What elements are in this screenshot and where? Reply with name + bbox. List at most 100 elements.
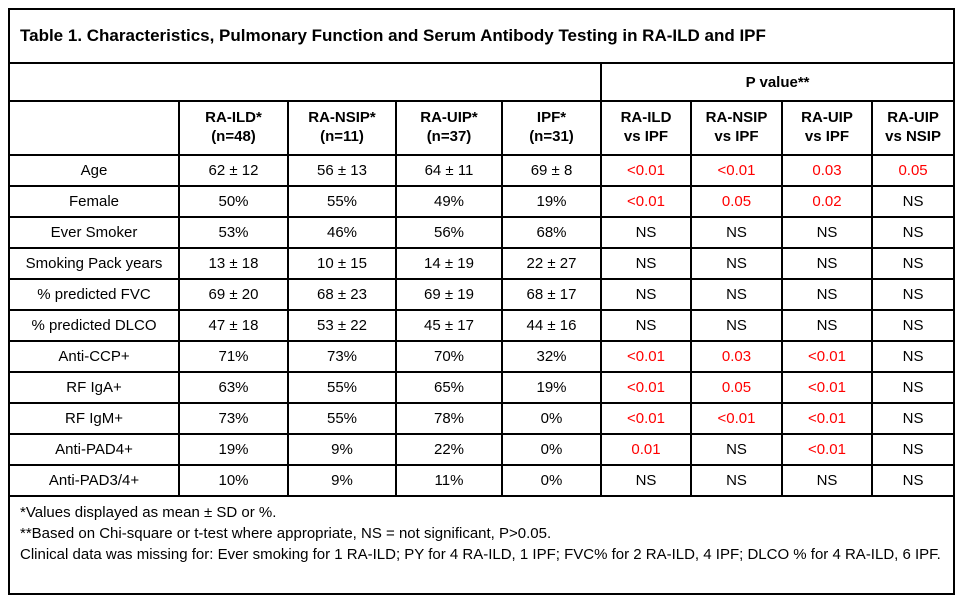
p-value-cell: NS [870,340,956,373]
table-row-pct-predicted-dlco: % predicted DLCO 47 ± 18 53 ± 22 45 ± 17… [8,309,956,342]
column-n: (n=48) [211,128,256,145]
value-cell: 55% [287,185,397,218]
p-value-cell: <0.01 [781,402,873,435]
row-label: Age [8,154,180,187]
p-value-cell: 0.05 [690,371,783,404]
p-value-cell: 0.05 [870,154,956,187]
footnote-statistics: **Based on Chi-square or t-test where ap… [20,525,552,542]
row-label: Female [8,185,180,218]
p-value-cell: NS [600,216,692,249]
value-cell: 55% [287,402,397,435]
column-name: RA-NSIP [705,109,768,127]
column-header-rauip-vs-ipf: RA-UIP vs IPF [781,100,873,156]
value-cell: 56% [395,216,503,249]
table-row-pct-predicted-fvc: % predicted FVC 69 ± 20 68 ± 23 69 ± 19 … [8,278,956,311]
row-label: RF IgM+ [8,402,180,435]
value-cell: 9% [287,464,397,497]
p-value-cell: NS [781,464,873,497]
column-n: (n=31) [529,128,574,145]
p-value-cell: NS [870,247,956,280]
p-value-cell: NS [690,278,783,311]
column-vs: vs NSIP [885,128,941,145]
column-name: RA-UIP [801,109,853,127]
value-cell: 50% [178,185,289,218]
column-name: IPF* [536,109,567,127]
title-row: Table 1. Characteristics, Pulmonary Func… [7,8,956,64]
value-cell: 70% [395,340,503,373]
value-cell: 13 ± 18 [178,247,289,280]
table-row-rf-igm: RF IgM+ 73% 55% 78% 0% <0.01 <0.01 <0.01… [8,402,956,435]
value-cell: 68% [501,216,602,249]
p-value-cell: NS [781,216,873,249]
table-row-female: Female 50% 55% 49% 19% <0.01 0.05 0.02 N… [8,185,956,218]
table-row-anti-pad34: Anti-PAD3/4+ 10% 9% 11% 0% NS NS NS NS [8,464,956,497]
value-cell: 46% [287,216,397,249]
p-value-cell: 0.05 [690,185,783,218]
value-cell: 65% [395,371,503,404]
column-header-ipf: IPF* (n=31) [501,100,602,156]
value-cell: 53% [178,216,289,249]
p-value-cell: NS [870,309,956,342]
p-value-cell: <0.01 [600,154,692,187]
column-name: RA-UIP [887,109,939,127]
p-value-cell: NS [870,278,956,311]
value-cell: 69 ± 19 [395,278,503,311]
value-cell: 10 ± 15 [287,247,397,280]
value-cell: 78% [395,402,503,435]
footnotes-row: *Values displayed as mean ± SD or %. **B… [7,495,956,595]
p-value-cell: NS [870,216,956,249]
p-value-cell: 0.03 [781,154,873,187]
p-value-cell: <0.01 [690,402,783,435]
value-cell: 69 ± 8 [501,154,602,187]
table-title: Table 1. Characteristics, Pulmonary Func… [7,8,956,64]
value-cell: 73% [178,402,289,435]
value-cell: 14 ± 19 [395,247,503,280]
p-value-cell: NS [781,278,873,311]
value-cell: 19% [178,433,289,466]
column-vs: vs IPF [623,128,669,145]
p-value-cell: <0.01 [600,371,692,404]
p-value-cell: 0.01 [600,433,692,466]
p-value-cell: NS [870,402,956,435]
p-value-group-row: P value** [8,62,956,102]
column-header-ransip-vs-ipf: RA-NSIP vs IPF [690,100,783,156]
column-header-ra-uip: RA-UIP* (n=37) [395,100,503,156]
p-value-group-header: P value** [599,62,956,102]
column-name: RA-NSIP* [308,109,376,127]
p-value-cell: NS [600,247,692,280]
footnote-values: *Values displayed as mean ± SD or %. [20,504,277,521]
footnote-missing-data: Clinical data was missing for: Ever smok… [20,546,941,563]
column-header-raild-vs-ipf: RA-ILD vs IPF [600,100,692,156]
p-value-cell: <0.01 [781,340,873,373]
column-n: (n=37) [426,128,472,145]
footnotes-cell: *Values displayed as mean ± SD or %. **B… [7,495,956,595]
p-value-cell: NS [600,464,692,497]
column-header-rauip-vs-nsip: RA-UIP vs NSIP [870,100,956,156]
value-cell: 22 ± 27 [501,247,602,280]
table1-characteristics: Table 1. Characteristics, Pulmonary Func… [7,8,956,595]
value-cell: 19% [501,185,602,218]
p-value-cell: <0.01 [600,185,692,218]
p-value-cell: NS [870,433,956,466]
p-value-cell: NS [690,433,783,466]
column-header-row: RA-ILD* (n=48) RA-NSIP* (n=11) RA-UIP* (n=3… [8,100,956,156]
p-value-cell: <0.01 [781,371,873,404]
row-label: RF IgA+ [8,371,180,404]
p-value-cell: NS [690,464,783,497]
column-vs: vs IPF [714,128,759,145]
table-row-anti-ccp: Anti-CCP+ 71% 73% 70% 32% <0.01 0.03 <0.… [8,340,956,373]
p-value-cell: NS [870,371,956,404]
value-cell: 0% [501,433,602,466]
value-cell: 69 ± 20 [178,278,289,311]
value-cell: 56 ± 13 [287,154,397,187]
empty-header-cell [8,62,602,102]
p-value-cell: NS [690,247,783,280]
table-row-rf-iga: RF IgA+ 63% 55% 65% 19% <0.01 0.05 <0.01… [8,371,956,404]
table-row-anti-pad4: Anti-PAD4+ 19% 9% 22% 0% 0.01 NS <0.01 N… [8,433,956,466]
p-value-cell: NS [600,278,692,311]
column-name: RA-ILD [620,109,672,127]
p-value-cell: NS [690,309,783,342]
p-value-cell: 0.02 [781,185,873,218]
row-label: Anti-PAD3/4+ [8,464,180,497]
